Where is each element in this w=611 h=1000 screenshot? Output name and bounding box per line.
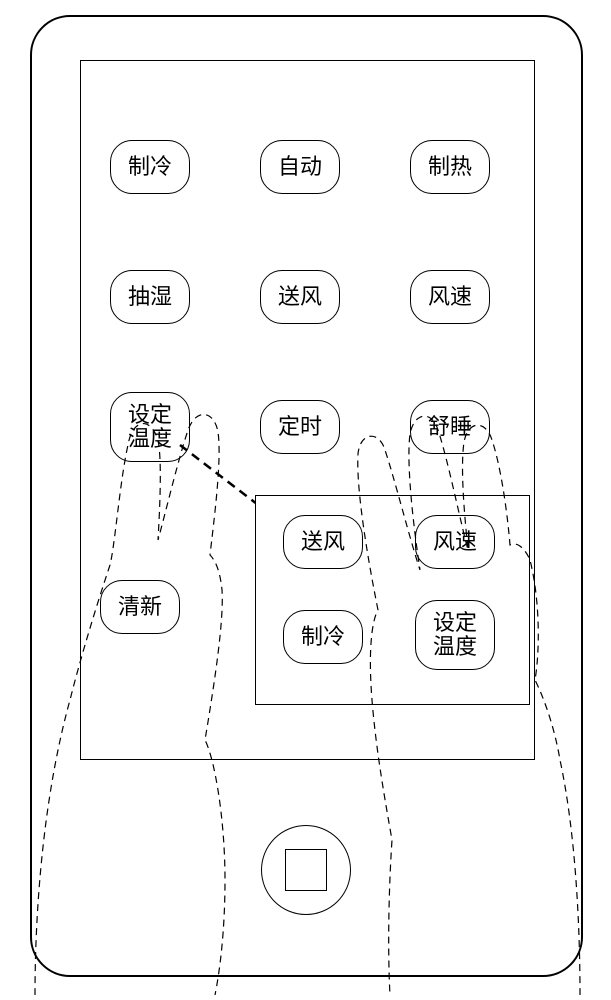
popup-button-p-settemp[interactable]: 设定 温度 (415, 600, 495, 670)
mode-button-fan[interactable]: 送风 (260, 270, 340, 324)
mode-button-heat[interactable]: 制热 (410, 140, 490, 194)
mode-button-settemp[interactable]: 设定 温度 (110, 392, 190, 462)
popup-button-p-cool[interactable]: 制冷 (283, 610, 363, 664)
home-button-glyph (285, 849, 327, 891)
mode-button-auto[interactable]: 自动 (260, 140, 340, 194)
mode-button-fresh[interactable]: 清新 (100, 580, 180, 634)
mode-button-fanspeed[interactable]: 风速 (410, 270, 490, 324)
mode-button-timer[interactable]: 定时 (260, 400, 340, 454)
mode-button-cool[interactable]: 制冷 (110, 140, 190, 194)
mode-button-dehumid[interactable]: 抽湿 (110, 270, 190, 324)
figure-canvas: 制冷自动制热抽湿送风风速设定 温度定时舒睡清新 送风风速制冷设定 温度 (0, 0, 611, 1000)
popup-button-p-fanspeed[interactable]: 风速 (415, 515, 495, 569)
popup-button-p-fan[interactable]: 送风 (283, 515, 363, 569)
mode-button-sleep[interactable]: 舒睡 (410, 400, 490, 454)
